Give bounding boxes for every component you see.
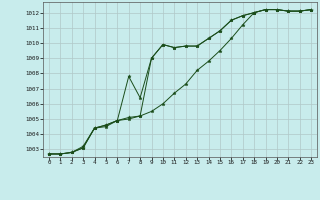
Text: Graphe pression niveau de la mer (hPa): Graphe pression niveau de la mer (hPa) bbox=[72, 186, 248, 195]
